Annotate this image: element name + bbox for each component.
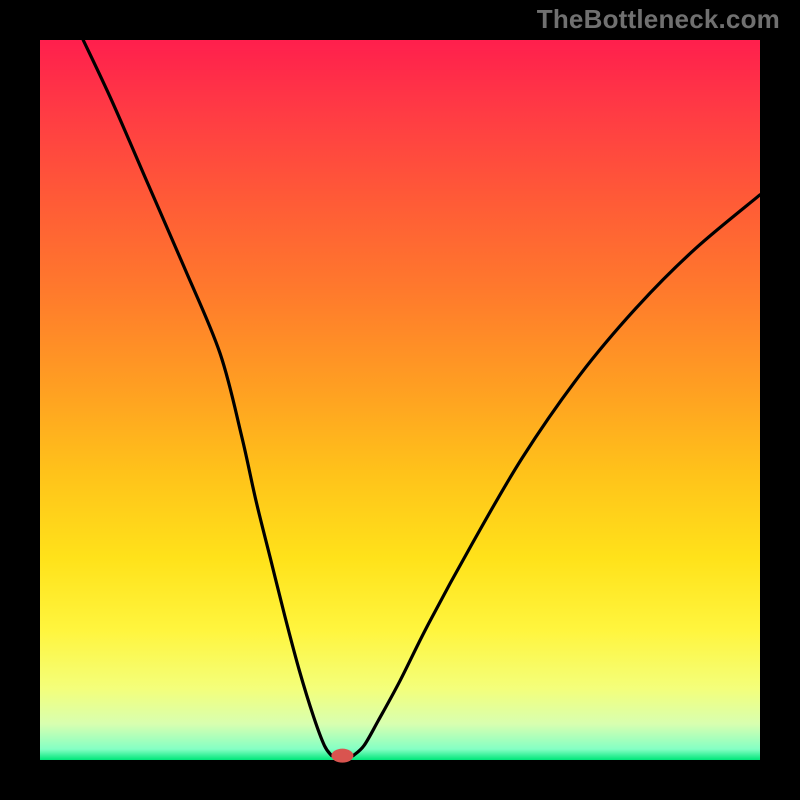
plot-background-gradient [40,40,760,760]
chart-container: TheBottleneck.com [0,0,800,800]
optimal-marker [331,749,353,763]
chart-svg [0,0,800,800]
watermark-text: TheBottleneck.com [537,4,780,35]
